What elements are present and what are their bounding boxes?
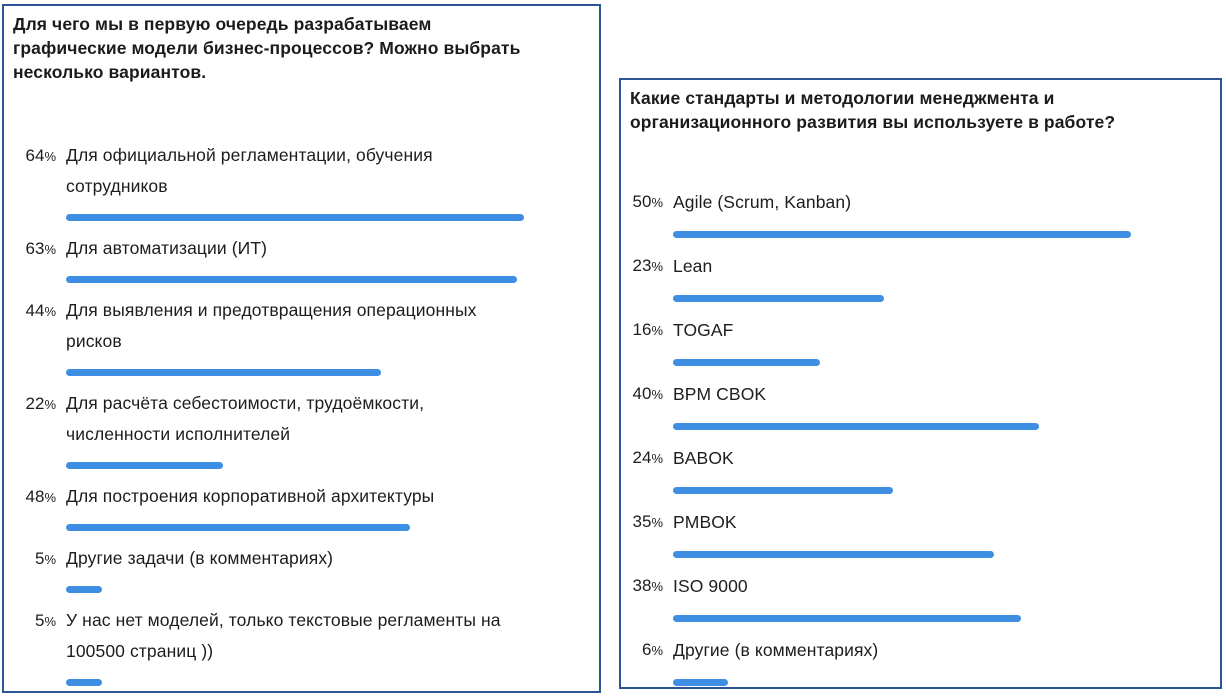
percent-label: 23% (632, 256, 663, 275)
survey-item: 16% TOGAF (628, 314, 1212, 366)
item-label: У нас нет моделей, только текстовые регл… (66, 610, 501, 661)
item-bar (66, 369, 381, 376)
chart-title: Какие стандарты и методологии менеджмент… (630, 88, 1116, 132)
percent-label: 5% (34, 549, 56, 568)
item-label: Другие задачи (в комментариях) (66, 548, 334, 568)
item-bar (66, 586, 102, 593)
item-label: Для расчёта себестоимости, трудоёмкости,… (66, 393, 425, 444)
percent-label: 64% (25, 146, 56, 165)
item-label: Для выявления и предотвращения операцион… (66, 300, 477, 351)
item-bar (673, 231, 1131, 238)
percent-label: 35% (632, 512, 663, 531)
survey-item: 6% Другие (в комментариях) (628, 634, 1212, 686)
survey-panel-business-process-models: Для чего мы в первую очередь разрабатыва… (2, 4, 601, 693)
percent-label: 16% (632, 320, 663, 339)
survey-item: 44% Для выявления и предотвращения операц… (11, 295, 591, 376)
survey-item: 40% BPM CBOK (628, 378, 1212, 430)
item-bar (66, 462, 223, 469)
item-label: PMBOK (673, 512, 737, 532)
percent-label: 5% (34, 611, 56, 630)
survey-item: 5% У нас нет моделей, только текстовые ре… (11, 605, 591, 686)
percent-label: 44% (25, 301, 56, 320)
percent-label: 22% (25, 394, 56, 413)
item-label: Для автоматизации (ИТ) (66, 238, 268, 258)
survey-item: 23% Lean (628, 250, 1212, 302)
chart-title: Для чего мы в первую очередь разрабатыва… (13, 14, 521, 82)
survey-item: 5% Другие задачи (в комментариях) (11, 543, 591, 593)
item-label: Lean (673, 256, 713, 276)
item-bar (673, 423, 1039, 430)
survey-item: 50% Agile (Scrum, Kanban) (628, 186, 1212, 238)
item-bar (673, 551, 994, 558)
percent-label: 40% (632, 384, 663, 403)
percent-label: 63% (25, 239, 56, 258)
percent-label: 24% (632, 448, 663, 467)
item-label: Для официальной регламентации, обучения … (66, 145, 433, 196)
item-bar (673, 679, 728, 686)
item-list: 64% Для официальной регламентации, обучен… (11, 140, 591, 686)
percent-label: 6% (641, 640, 663, 659)
percent-label: 50% (632, 192, 663, 211)
item-bar (673, 487, 893, 494)
item-label: Для построения корпоративной архитектуры (66, 486, 435, 506)
item-bar (66, 679, 102, 686)
survey-item: 24% BABOK (628, 442, 1212, 494)
item-bar (673, 295, 884, 302)
item-label: BPM CBOK (673, 384, 767, 404)
percent-label: 38% (632, 576, 663, 595)
item-label: ISO 9000 (673, 576, 748, 596)
survey-panel-standards-methodologies: Какие стандарты и методологии менеджмент… (619, 78, 1222, 689)
item-bar (66, 524, 410, 531)
item-label: Другие (в комментариях) (673, 640, 879, 660)
item-label: Agile (Scrum, Kanban) (673, 192, 852, 212)
item-bar (66, 276, 517, 283)
percent-label: 48% (25, 487, 56, 506)
item-bar (673, 615, 1021, 622)
item-bar (673, 359, 820, 366)
item-list: 50% Agile (Scrum, Kanban) 23% Lean 16% TOGAF 4… (628, 186, 1212, 686)
survey-item: 35% PMBOK (628, 506, 1212, 558)
survey-item: 64% Для официальной регламентации, обучен… (11, 140, 591, 221)
survey-item: 22% Для расчёта себестоимости, трудоёмкос… (11, 388, 591, 469)
survey-item: 38% ISO 9000 (628, 570, 1212, 622)
item-label: TOGAF (673, 320, 734, 340)
survey-item: 63% Для автоматизации (ИТ) (11, 233, 591, 283)
survey-item: 48% Для построения корпоративной архитект… (11, 481, 591, 531)
item-label: BABOK (673, 448, 734, 468)
item-bar (66, 214, 524, 221)
